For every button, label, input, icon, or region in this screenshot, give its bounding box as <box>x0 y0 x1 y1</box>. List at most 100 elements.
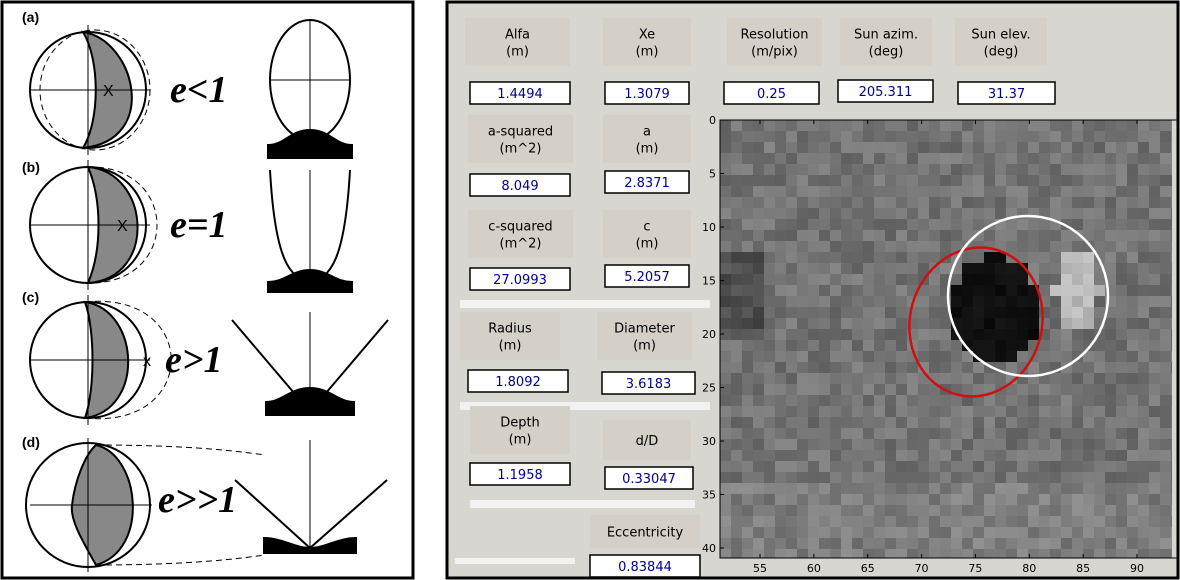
equation: e<1 <box>170 69 228 111</box>
image-pixel <box>775 197 787 209</box>
image-pixel <box>1160 461 1172 473</box>
image-pixel <box>1083 494 1095 506</box>
image-pixel <box>830 483 842 495</box>
image-pixel <box>1149 197 1161 209</box>
image-pixel <box>764 461 776 473</box>
image-pixel <box>1028 494 1040 506</box>
image-pixel <box>918 538 930 550</box>
image-pixel <box>775 153 787 165</box>
image-pixel <box>775 208 787 220</box>
image-pixel <box>797 142 809 154</box>
image-pixel <box>984 153 996 165</box>
image-pixel <box>962 406 974 418</box>
image-pixel <box>808 472 820 484</box>
image-pixel <box>819 186 831 198</box>
image-pixel <box>1138 428 1150 440</box>
image-pixel <box>1116 461 1128 473</box>
image-pixel <box>775 186 787 198</box>
image-pixel <box>764 241 776 253</box>
image-pixel <box>830 296 842 308</box>
image-pixel <box>863 285 875 297</box>
image-pixel <box>863 494 875 506</box>
image-pixel <box>1138 406 1150 418</box>
image-pixel <box>940 263 952 275</box>
image-pixel <box>995 340 1007 352</box>
image-pixel <box>819 362 831 374</box>
image-pixel <box>1083 505 1095 517</box>
image-pixel <box>1149 362 1161 374</box>
image-pixel <box>819 164 831 176</box>
image-pixel <box>929 296 941 308</box>
image-pixel <box>1039 450 1051 462</box>
image-pixel <box>1017 417 1029 429</box>
image-pixel <box>1072 208 1084 220</box>
image-pixel <box>951 175 963 187</box>
image-pixel <box>797 296 809 308</box>
image-pixel <box>786 516 798 528</box>
image-pixel <box>1105 340 1117 352</box>
image-pixel <box>797 197 809 209</box>
image-pixel <box>797 373 809 385</box>
image-pixel <box>1105 252 1117 264</box>
image-pixel <box>852 340 864 352</box>
image-pixel <box>731 329 743 341</box>
image-pixel <box>808 428 820 440</box>
y-tick-label: 35 <box>702 489 716 502</box>
image-pixel <box>808 494 820 506</box>
image-pixel <box>775 395 787 407</box>
image-pixel <box>852 274 864 286</box>
image-pixel <box>1083 406 1095 418</box>
image-pixel <box>786 197 798 209</box>
image-pixel <box>1138 197 1150 209</box>
image-pixel <box>808 340 820 352</box>
image-pixel <box>885 197 897 209</box>
image-pixel <box>720 384 732 396</box>
image-pixel <box>731 186 743 198</box>
field-value: 1.3079 <box>624 87 670 102</box>
image-pixel <box>775 461 787 473</box>
image-pixel <box>1017 142 1029 154</box>
image-pixel <box>819 142 831 154</box>
image-pixel <box>808 197 820 209</box>
image-pixel <box>764 197 776 209</box>
image-pixel <box>1127 241 1139 253</box>
image-pixel <box>929 362 941 374</box>
image-pixel <box>1149 494 1161 506</box>
image-pixel <box>1094 307 1106 319</box>
image-pixel <box>797 329 809 341</box>
image-pixel <box>1050 494 1062 506</box>
image-pixel <box>1050 527 1062 539</box>
image-pixel <box>1160 153 1172 165</box>
image-pixel <box>852 472 864 484</box>
image-pixel <box>1105 263 1117 275</box>
image-pixel <box>1017 439 1029 451</box>
image-pixel <box>830 395 842 407</box>
image-pixel <box>764 274 776 286</box>
image-pixel <box>929 406 941 418</box>
image-pixel <box>786 406 798 418</box>
field-label: (m) <box>636 142 659 157</box>
image-pixel <box>742 318 754 330</box>
image-pixel <box>808 450 820 462</box>
image-pixel <box>951 395 963 407</box>
image-pixel <box>753 318 765 330</box>
image-pixel <box>918 406 930 418</box>
image-pixel <box>940 340 952 352</box>
image-pixel <box>1072 241 1084 253</box>
image-pixel <box>1105 175 1117 187</box>
image-pixel <box>1116 263 1128 275</box>
image-pixel <box>1105 494 1117 506</box>
image-pixel <box>775 164 787 176</box>
image-pixel <box>1061 164 1073 176</box>
image-pixel <box>1138 164 1150 176</box>
image-pixel <box>896 252 908 264</box>
image-pixel <box>742 219 754 231</box>
image-pixel <box>984 285 996 297</box>
image-pixel <box>962 428 974 440</box>
image-pixel <box>1061 494 1073 506</box>
image-pixel <box>1116 285 1128 297</box>
image-pixel <box>720 131 732 143</box>
image-pixel <box>874 318 886 330</box>
image-pixel <box>995 175 1007 187</box>
image-pixel <box>1149 241 1161 253</box>
